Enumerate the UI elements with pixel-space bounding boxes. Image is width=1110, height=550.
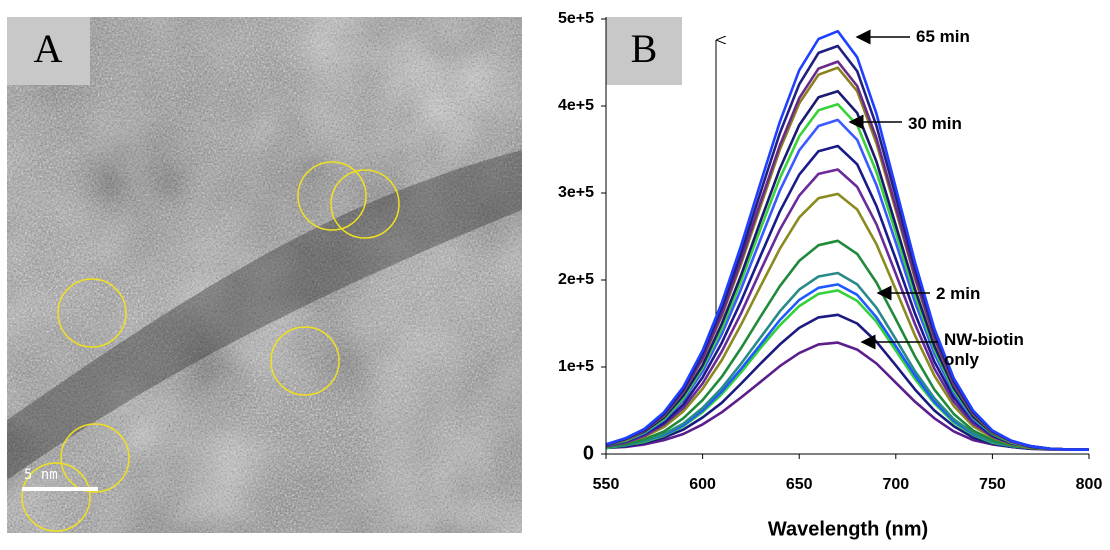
tem-texture: [7, 17, 522, 533]
x-axis-label: Wavelength (nm): [768, 518, 928, 540]
y-tick-label: 4e+5: [558, 97, 594, 114]
panel-label-box: [606, 17, 682, 85]
particle-circles: [21, 161, 400, 532]
x-tick-label: 600: [689, 476, 716, 493]
scale-bar-label: 5 nm: [24, 467, 58, 483]
annotation: 30 min: [908, 114, 962, 133]
spectrum-line: [605, 29, 1089, 451]
panel-label: B: [631, 26, 658, 71]
annotation: NW-biotin only: [944, 330, 1024, 369]
annotation: 65 min: [916, 27, 970, 46]
x-tick-label: 800: [1076, 476, 1103, 493]
x-tick-label: 750: [979, 476, 1006, 493]
y-tick-label: 0: [583, 442, 594, 464]
tem-image: 5 nm A: [7, 17, 522, 533]
y-tick-label: 1e+5: [558, 358, 594, 375]
x-tick-label: 650: [786, 476, 813, 493]
y-tick-label: 5e+5: [558, 10, 594, 27]
panel-label-box: [7, 17, 90, 85]
x-tick-label: 550: [593, 476, 620, 493]
x-tick-label: 700: [882, 476, 909, 493]
y-tick-label: 3e+5: [558, 184, 594, 201]
panel-label: A: [34, 26, 63, 71]
annotation: 2 min: [936, 284, 981, 303]
tem-dark-band: [7, 150, 522, 480]
y-tick-label: 2e+5: [558, 271, 594, 288]
